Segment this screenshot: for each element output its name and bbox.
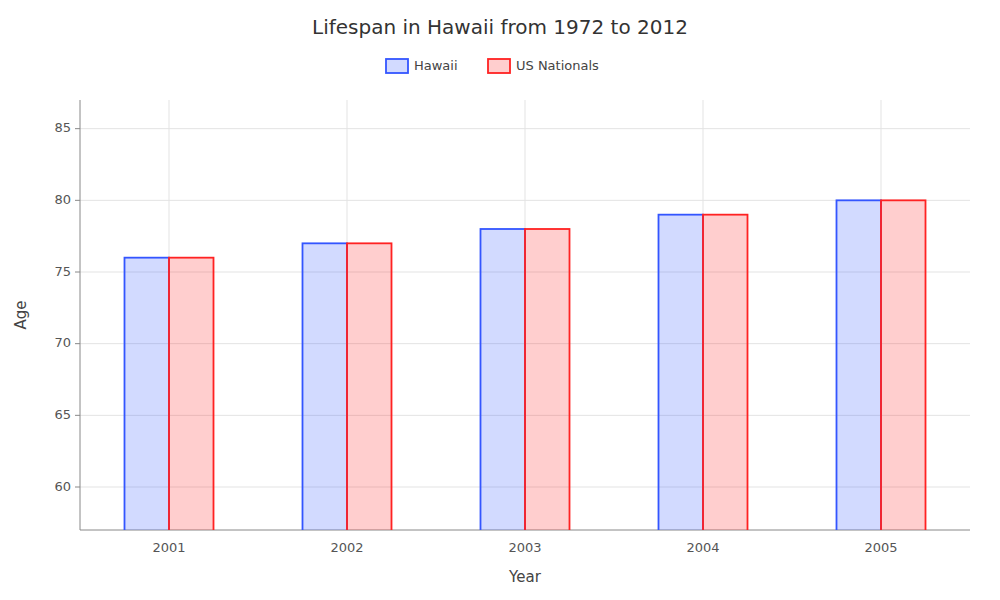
legend-label: US Nationals — [516, 58, 599, 73]
bar — [525, 229, 570, 530]
bar — [481, 229, 526, 530]
y-tick-label: 60 — [54, 479, 71, 494]
x-axis-label: Year — [508, 568, 542, 586]
y-tick-label: 80 — [54, 192, 71, 207]
y-tick-label: 75 — [54, 264, 71, 279]
bar — [703, 215, 748, 530]
legend: Hawaii US Nationals — [386, 58, 599, 74]
bar — [347, 243, 392, 530]
y-tick — [75, 200, 80, 201]
x-tick-label: 2002 — [330, 540, 363, 555]
legend-swatch — [488, 59, 510, 73]
y-axis-label: Age — [12, 300, 30, 329]
y-tick-label: 65 — [54, 407, 71, 422]
title: Lifespan in Hawaii from 1972 to 2012 — [312, 15, 688, 39]
x-tick-label: 2004 — [686, 540, 719, 555]
x-tick-label: 2003 — [508, 540, 541, 555]
y-tick — [75, 415, 80, 416]
x-tick-label: 2005 — [864, 540, 897, 555]
legend-label: Hawaii — [414, 58, 458, 73]
legend-swatch — [386, 59, 408, 73]
y-axis-line — [80, 100, 81, 530]
x-tick-label: 2001 — [152, 540, 185, 555]
y-tick-label: 85 — [54, 120, 71, 135]
bar — [169, 258, 214, 530]
y-tick — [75, 128, 80, 129]
bar — [837, 200, 882, 530]
y-tick — [75, 487, 80, 488]
y-tick — [75, 343, 80, 344]
bar — [303, 243, 348, 530]
bar — [881, 200, 926, 530]
bars — [125, 200, 926, 530]
y-tick — [75, 272, 80, 273]
y-tick-label: 70 — [54, 335, 71, 350]
bar — [659, 215, 704, 530]
chart-svg: 60 65 70 75 80 85 2001 2002 2003 2004 2005 Year Age L… — [0, 0, 1000, 600]
chart-container: 60 65 70 75 80 85 2001 2002 2003 2004 2005 Year Age L… — [0, 0, 1000, 600]
bar — [125, 258, 170, 530]
